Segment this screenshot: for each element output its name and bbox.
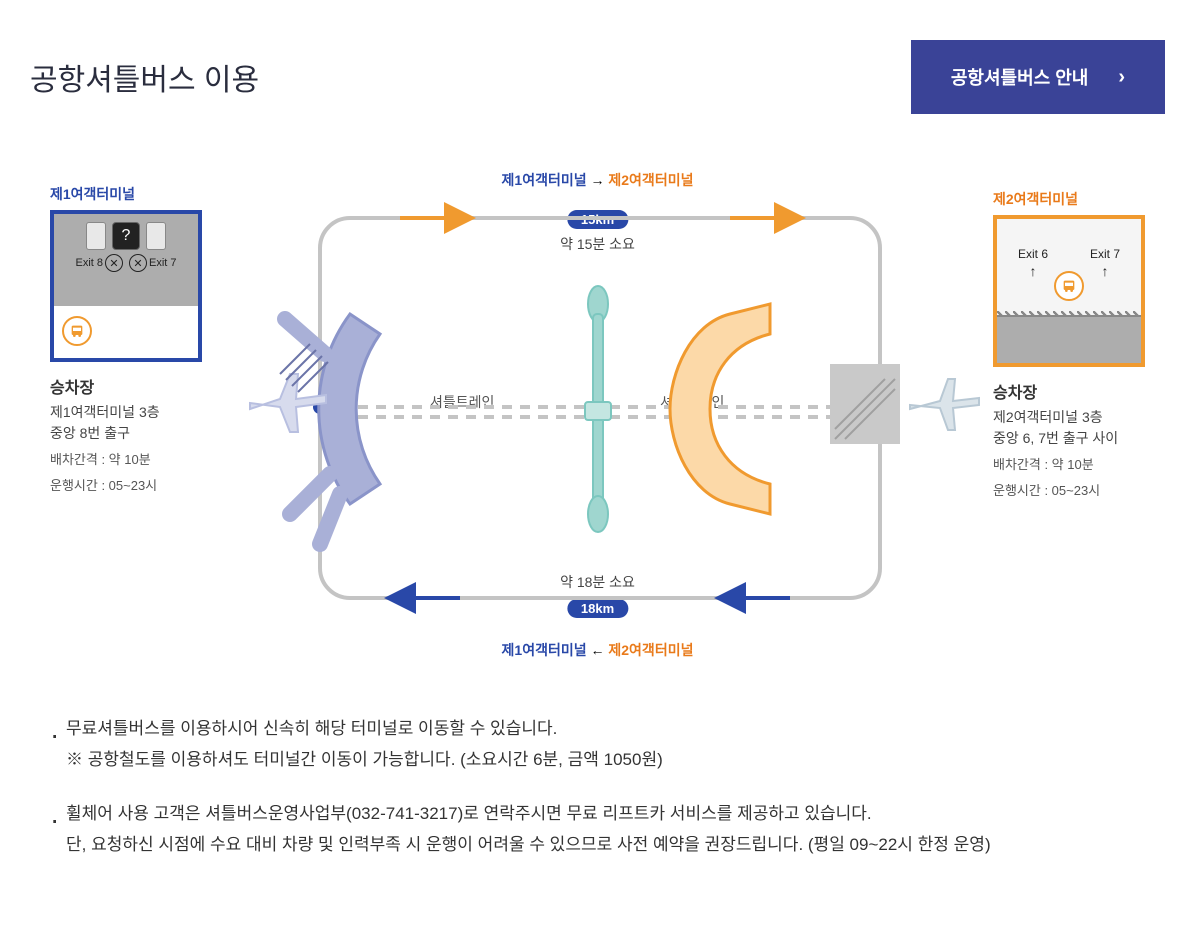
t2-interval: 배차간격 : 약 10분 [993,455,1145,475]
terminal2-panel: 제2여객터미널 Exit 6↑ Exit 7↑ 승차장 제2여객터미널 3층 중… [993,189,1145,500]
car-icon [86,222,106,250]
note-item: 무료셔틀버스를 이용하시어 신속히 해당 터미널로 이동할 수 있습니다.※ 공… [50,714,1165,775]
shuttle-diagram: 제1여객터미널 → 제2여객터미널 15km 약 15분 소요 셔틀트레인 셔틀… [30,174,1165,674]
car-icon [146,222,166,250]
t1-stop-line2: 중앙 8번 출구 [50,423,202,444]
shuttle-info-button[interactable]: 공항셔틀버스 안내 › [911,40,1165,114]
t1-stop-line1: 제1여객터미널 3층 [50,402,202,423]
page-title: 공항셔틀버스 이용 [30,55,259,99]
t2-stop-line2: 중앙 6, 7번 출구 사이 [993,428,1145,449]
up-arrow-icon: ↑ [1101,263,1108,279]
t2-stop-title: 승차장 [993,379,1145,403]
t1-stop-title: 승차장 [50,374,202,398]
terminal2-title: 제2여객터미널 [993,189,1145,209]
note-item: 휠체어 사용 고객은 셔틀버스운영사업부(032-741-3217)로 연락주시… [50,799,1165,860]
t2-stop-line1: 제2여객터미널 3층 [993,407,1145,428]
bus-icon [1054,271,1084,301]
terminal2-frame: Exit 6↑ Exit 7↑ [993,215,1145,367]
button-label: 공항셔틀버스 안내 [951,64,1088,90]
terminal1-frame: ? Exit 8✕ ✕Exit 7 [50,210,202,362]
t1-hours: 운행시간 : 05~23시 [50,476,202,496]
chevron-right-icon: › [1118,66,1125,89]
notes-list: 무료셔틀버스를 이용하시어 신속히 해당 터미널로 이동할 수 있습니다.※ 공… [50,714,1165,860]
bus-icon [62,316,92,346]
header-row: 공항셔틀버스 이용 공항셔틀버스 안내 › [30,40,1165,114]
question-icon: ? [112,222,140,250]
terminal1-title: 제1여객터미널 [50,184,202,204]
terminal1-panel: 제1여객터미널 ? Exit 8✕ ✕Exit 7 [50,184,202,495]
t1-interval: 배차간격 : 약 10분 [50,450,202,470]
t2-hours: 운행시간 : 05~23시 [993,481,1145,501]
up-arrow-icon: ↑ [1029,263,1036,279]
